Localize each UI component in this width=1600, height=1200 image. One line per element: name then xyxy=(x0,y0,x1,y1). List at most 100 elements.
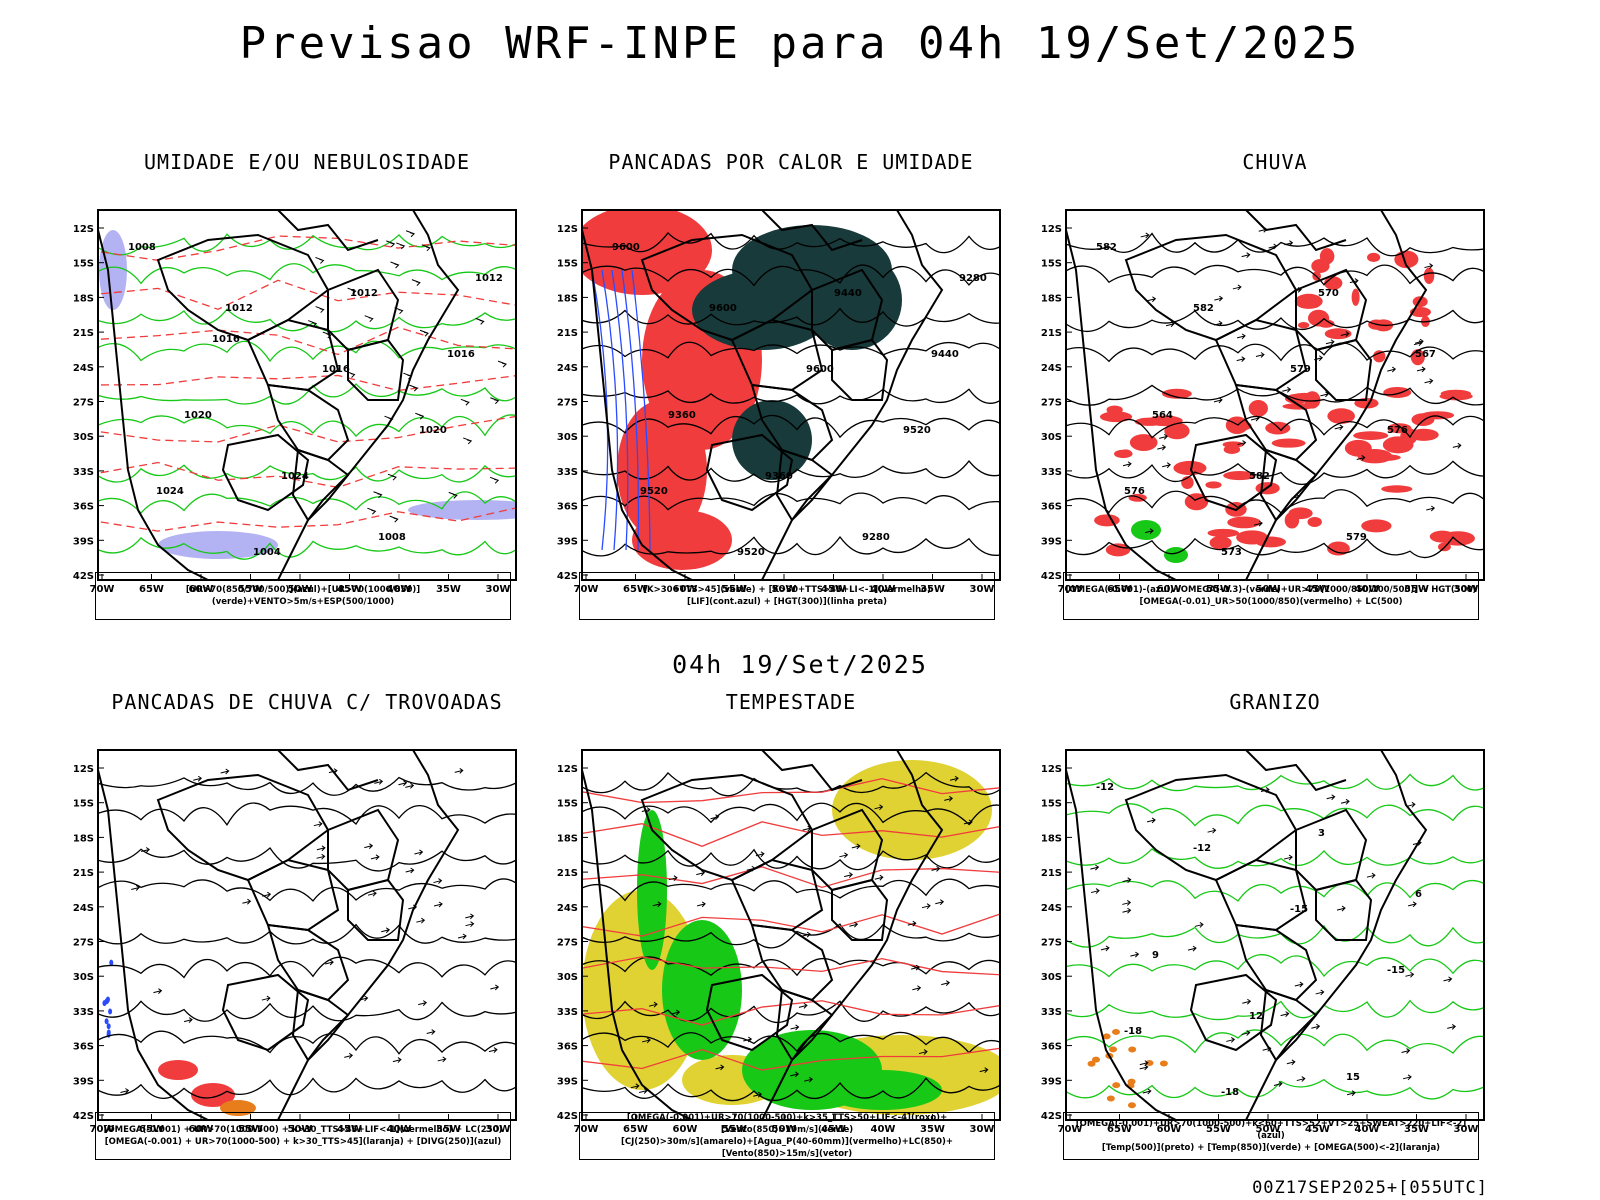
contour-label: 9280 xyxy=(862,532,890,543)
panel-title: TEMPESTADE xyxy=(725,690,857,714)
legend-line: [K>30+TTS>45](verde) + [K>30+TTS>45+LI<-… xyxy=(643,585,931,595)
contour-label: 1020 xyxy=(419,425,447,436)
lat-tick-label: 12S xyxy=(73,764,94,775)
lat-tick-label: 36S xyxy=(73,1042,94,1053)
lon-tick-label: 40W xyxy=(387,1124,412,1135)
lat-tick-label: 12S xyxy=(1041,764,1062,775)
contour-label: 1016 xyxy=(212,334,240,345)
legend-line: [OMEGA(-0.001)+UR>70(1000-500)+k>35_TTS>… xyxy=(626,1113,948,1135)
contour-label: 9440 xyxy=(931,349,959,360)
lon-tick-label: 70W xyxy=(574,1124,599,1135)
legend-box: [OMEGA(-0.001) + UR>70(1000-500) + k>30_… xyxy=(95,1112,511,1160)
lat-tick-label: 30S xyxy=(1041,972,1062,983)
lon-tick-label: 45W xyxy=(337,584,362,595)
lon-tick-label: 65W xyxy=(1107,1124,1132,1135)
lat-tick-label: 42S xyxy=(1041,571,1062,582)
lat-tick-label: 15S xyxy=(73,799,94,810)
lat-tick-label: 15S xyxy=(73,259,94,270)
contour-label: 573 xyxy=(1221,547,1242,558)
contour-label: 1012 xyxy=(350,288,378,299)
map-panel-1: UMIDADE E/OU NEBULOSIDADE 1008 1012 1016 102… xyxy=(62,150,552,630)
legend-line: [CJ(250)>30m/s](amarelo)+[Agua_P(40-60mm… xyxy=(620,1137,954,1159)
lon-tick-label: 65W xyxy=(139,1124,164,1135)
lon-tick-label: 45W xyxy=(1305,1124,1330,1135)
contour-label: 576 xyxy=(1387,425,1408,436)
lat-tick-label: 42S xyxy=(557,571,578,582)
contour-label: 579 xyxy=(1346,532,1367,543)
lat-tick-label: 15S xyxy=(1041,259,1062,270)
contour-label: 564 xyxy=(1152,410,1173,421)
contour-label: 9360 xyxy=(765,471,793,482)
panel-title: CHUVA xyxy=(1242,150,1308,174)
lat-tick-label: 24S xyxy=(1041,903,1062,914)
panel-title: PANCADAS POR CALOR E UMIDADE xyxy=(608,150,974,174)
contour-label: 9360 xyxy=(668,410,696,421)
lon-tick-label: 70W xyxy=(90,1124,115,1135)
contour-label: 1012 xyxy=(475,273,503,284)
lon-tick-label: 60W xyxy=(189,1124,214,1135)
contour-label: 579 xyxy=(1290,364,1311,375)
lat-tick-label: 30S xyxy=(557,972,578,983)
map-canvas: 9600 9600 9600 9520 9520 9520 9440 9440 9360 9360… xyxy=(557,209,1001,595)
lat-tick-label: 18S xyxy=(73,293,94,304)
lon-tick-label: 40W xyxy=(871,1124,896,1135)
lon-tick-label: 50W xyxy=(1256,584,1281,595)
contour-label: 9 xyxy=(1152,950,1159,961)
lat-tick-label: 27S xyxy=(73,398,94,409)
lat-tick-label: 33S xyxy=(1041,1007,1062,1018)
lat-tick-label: 33S xyxy=(73,1007,94,1018)
map-canvas: 1008 1012 1016 1020 1024 1004 1012 1016 1020 1024… xyxy=(73,209,517,595)
panel-title: PANCADAS DE CHUVA C/ TROVOADAS xyxy=(111,690,503,714)
lat-tick-label: 18S xyxy=(557,293,578,304)
lat-tick-label: 24S xyxy=(1041,363,1062,374)
lat-tick-label: 21S xyxy=(73,328,94,339)
lon-tick-label: 70W xyxy=(1058,1124,1083,1135)
lon-tick-label: 70W xyxy=(574,584,599,595)
lon-tick-label: 35W xyxy=(920,1124,945,1135)
lon-tick-label: 30W xyxy=(486,1124,511,1135)
contour-label: 1016 xyxy=(322,364,350,375)
lat-tick-label: 24S xyxy=(557,363,578,374)
contour-label: 1008 xyxy=(378,532,406,543)
lon-tick-label: 30W xyxy=(970,584,995,595)
lat-tick-label: 39S xyxy=(1041,1076,1062,1087)
legend-line: [OMEGA(-0.001) + UR>70(1000-500) + k>30_… xyxy=(104,1137,502,1147)
panel-title: UMIDADE E/OU NEBULOSIDADE xyxy=(143,150,471,174)
contour-label: 6 xyxy=(1415,889,1422,900)
lat-tick-label: 12S xyxy=(1041,224,1062,235)
lat-tick-label: 39S xyxy=(557,536,578,547)
contour-label: 9600 xyxy=(806,364,834,375)
lon-tick-label: 40W xyxy=(387,584,412,595)
lon-tick-label: 50W xyxy=(772,1124,797,1135)
valid-time-title: 04h 19/Set/2025 xyxy=(672,650,928,679)
run-info-footer: 00Z17SEP2025+[055UTC] xyxy=(1252,1178,1488,1198)
legend-line: [OMEGA(-0.001) + UR>70(1000-500) + k>30_… xyxy=(103,1125,503,1135)
lat-tick-label: 42S xyxy=(1041,1111,1062,1122)
lat-tick-label: 42S xyxy=(73,571,94,582)
lon-tick-label: 70W xyxy=(90,584,115,595)
contour-label: 9440 xyxy=(834,288,862,299)
lon-tick-label: 50W xyxy=(288,1124,313,1135)
legend-box: [UR>70(850/700/500)](azul)+[UR>70(1000/8… xyxy=(95,572,511,620)
contour-label: 1016 xyxy=(447,349,475,360)
map-panel-3: CHUVA 582 582 579 576 576 573 570 567 564 582 579 12… xyxy=(1030,150,1520,630)
lon-tick-label: 30W xyxy=(486,584,511,595)
contour-label: 582 xyxy=(1096,242,1117,253)
lat-tick-label: 18S xyxy=(73,833,94,844)
lon-tick-label: 50W xyxy=(1256,1124,1281,1135)
contour-label: 576 xyxy=(1124,486,1145,497)
lon-tick-label: 40W xyxy=(871,584,896,595)
legend-line: [UR>70(850/700/500)](azul)+[UR>70(1000/8… xyxy=(185,585,421,607)
lat-tick-label: 30S xyxy=(1041,432,1062,443)
lat-tick-label: 21S xyxy=(557,328,578,339)
contour-label: 9520 xyxy=(737,547,765,558)
lat-tick-label: 39S xyxy=(73,536,94,547)
lat-tick-label: 18S xyxy=(1041,293,1062,304)
map-panel-2: PANCADAS POR CALOR E UMIDADE 9600 9600 9600… xyxy=(546,150,1036,630)
map-panel-4: PANCADAS DE CHUVA C/ TROVOADAS 12S 15S 18S 2… xyxy=(62,690,552,1170)
lat-tick-label: 33S xyxy=(557,1007,578,1018)
contour-label: 1024 xyxy=(281,471,309,482)
lon-tick-label: 55W xyxy=(238,584,263,595)
lon-tick-label: 35W xyxy=(920,584,945,595)
legend-line: [OMEGA(-0.001)+UR>70(1000-500)+k<60+TTS>… xyxy=(1075,1119,1467,1141)
